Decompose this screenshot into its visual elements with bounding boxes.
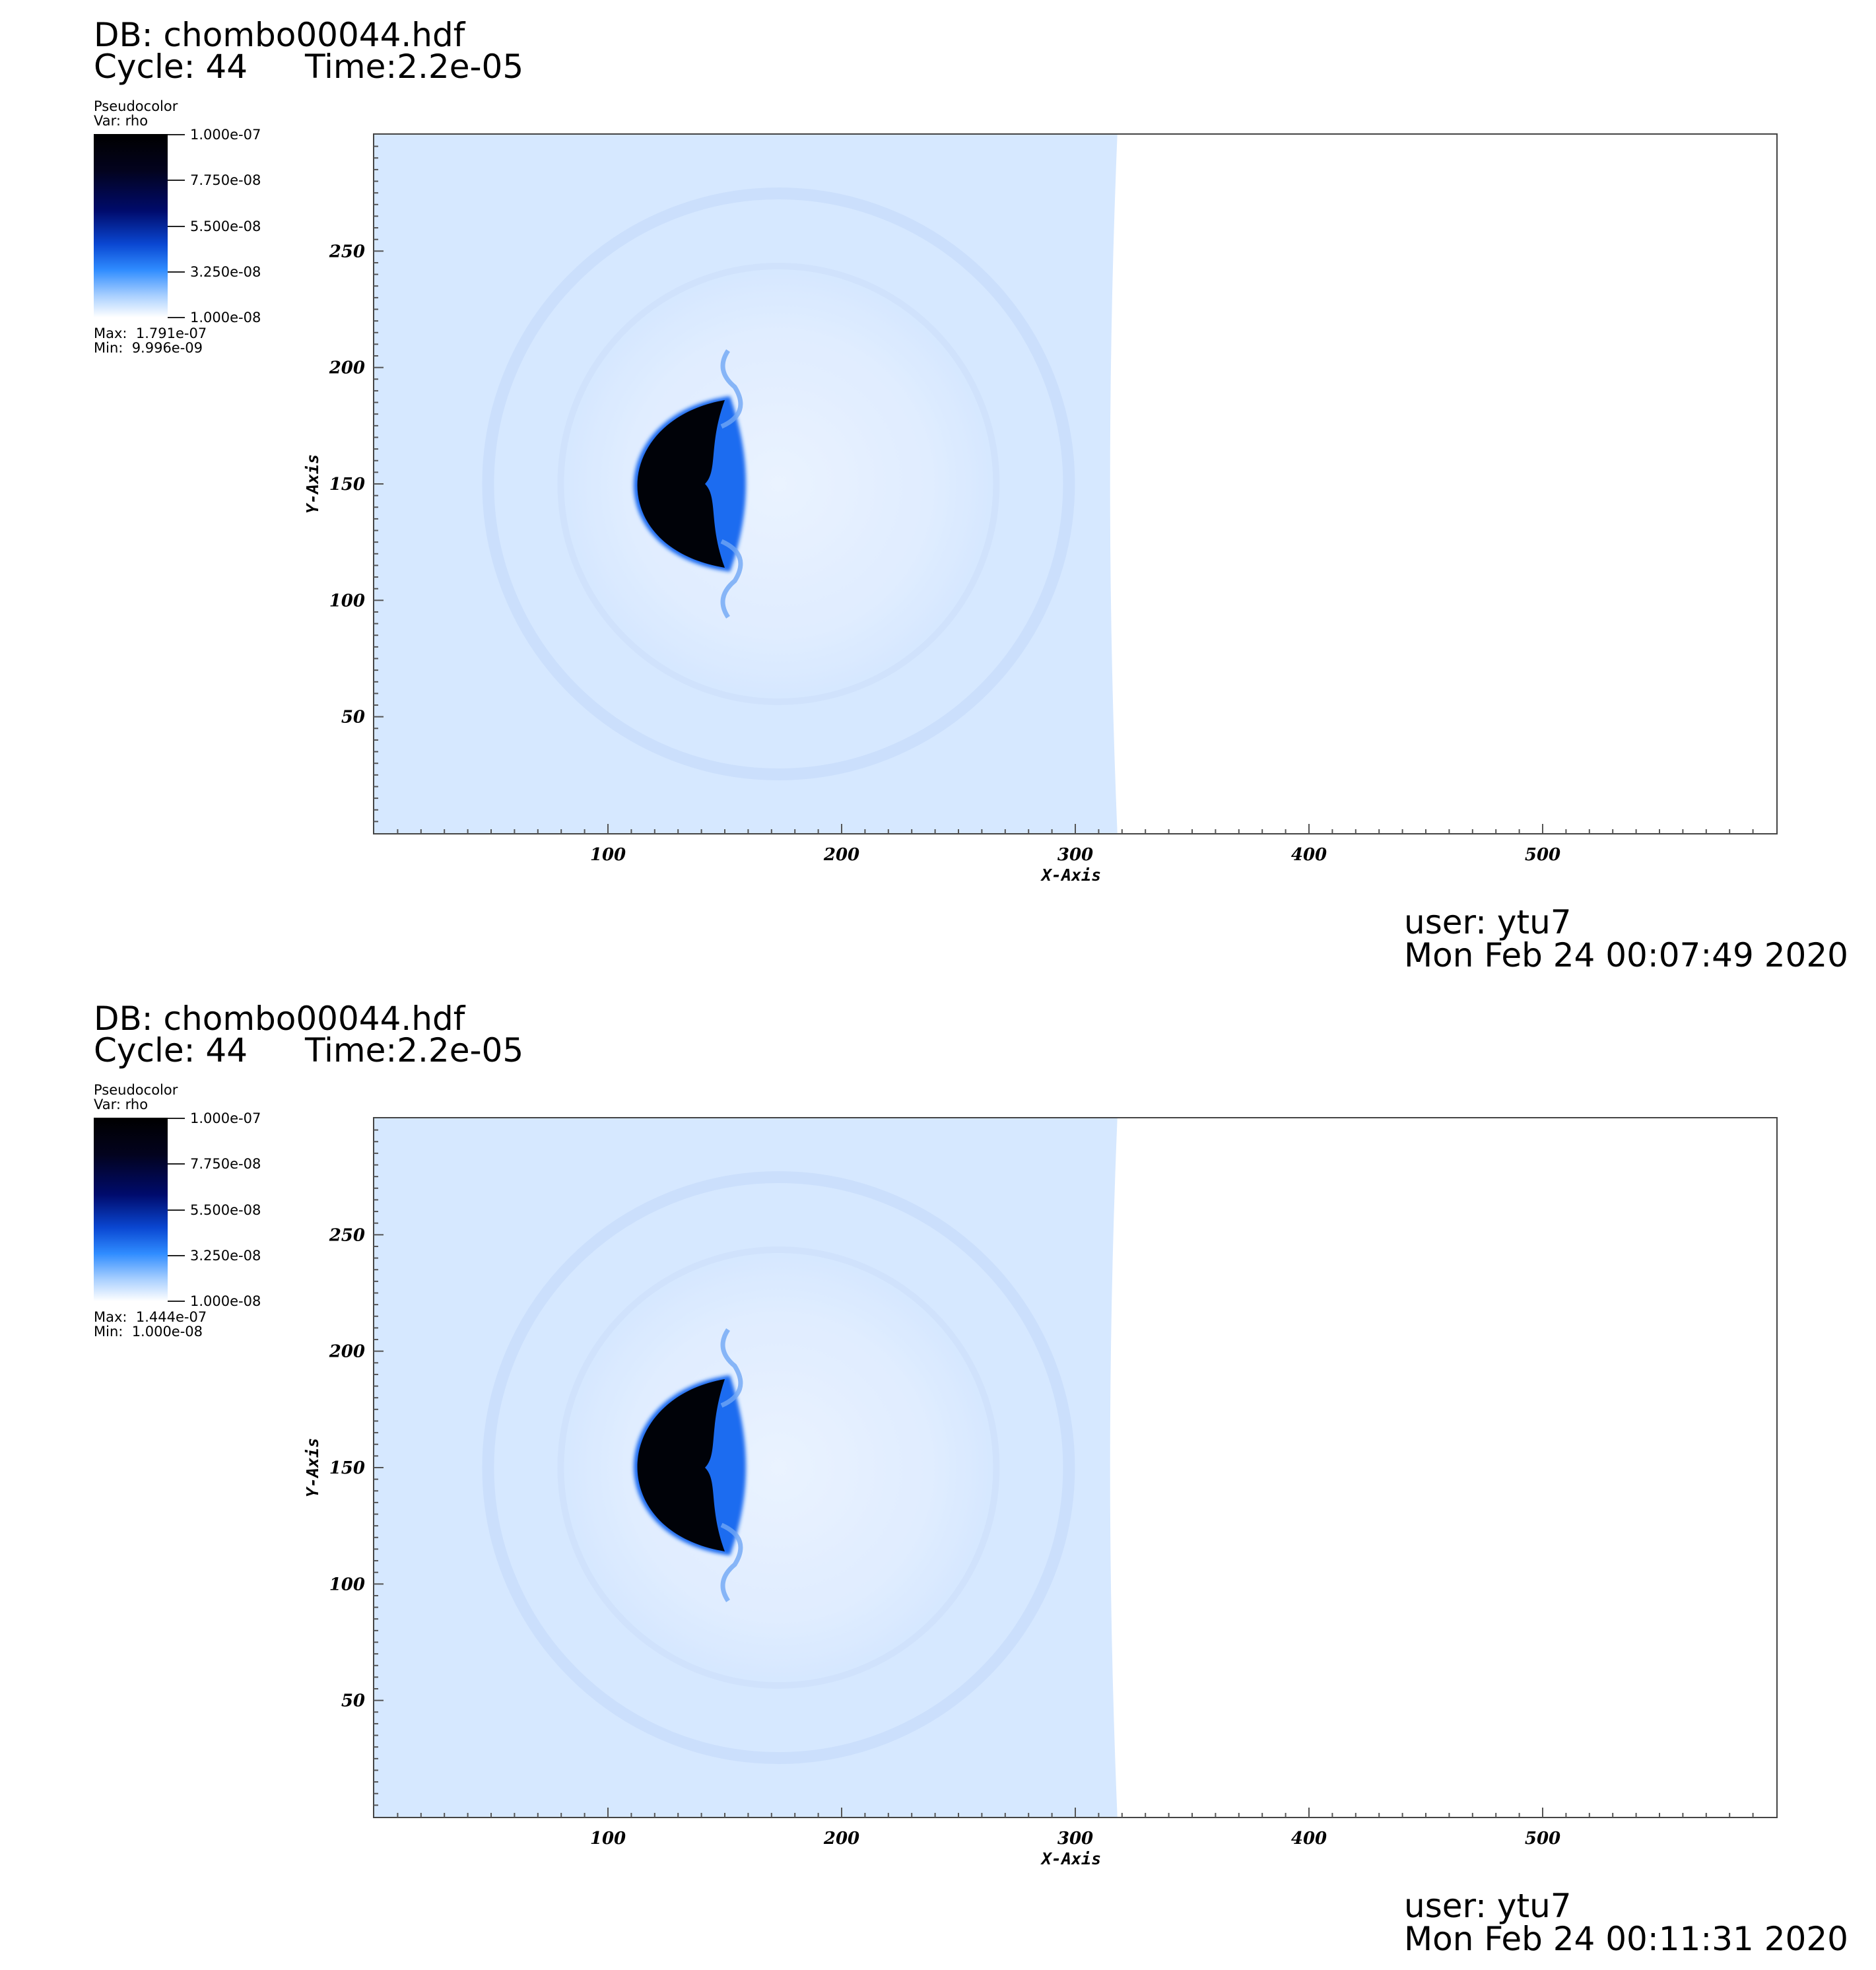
colorbar-tick bbox=[168, 134, 185, 135]
colorbar-tick-label: 1.000e-08 bbox=[190, 1293, 261, 1309]
x-axis-title: X-Axis bbox=[1040, 866, 1101, 885]
colorbar-tick-label: 1.000e-07 bbox=[190, 1110, 261, 1126]
colorbar-tick-label: 7.750e-08 bbox=[190, 1156, 261, 1172]
vortex-wisp bbox=[720, 539, 743, 619]
x-tick-label: 400 bbox=[1291, 1829, 1327, 1849]
legend-min: Min: 1.000e-08 bbox=[94, 1324, 203, 1340]
colorbar-tick bbox=[168, 1301, 185, 1302]
y-tick-label: 50 bbox=[341, 708, 365, 728]
legend-max: Max: 1.791e-07 bbox=[94, 325, 207, 341]
x-tick-label: 300 bbox=[1057, 1829, 1093, 1849]
y-tick-label: 50 bbox=[341, 1691, 365, 1711]
visit-window-bottom: DB: chombo00044.hdf Cycle: 44 Time:2.2e-… bbox=[0, 984, 1876, 1969]
axes-overlay: 100 200 300 400 500 50 100 150 200 250 X-Axis Y-Axi… bbox=[303, 1129, 1754, 1868]
x-tick-label: 400 bbox=[1291, 845, 1327, 865]
legend-variable: Var: rho bbox=[94, 1097, 149, 1112]
y-axis-title: Y-Axis bbox=[303, 1438, 322, 1497]
y-tick-label: 250 bbox=[329, 1225, 365, 1245]
colorbar-tick-label: 1.000e-07 bbox=[190, 127, 261, 143]
colorbar-tick-label: 5.500e-08 bbox=[190, 219, 261, 234]
colorbar-tick bbox=[168, 1209, 185, 1211]
colorbar-tick-label: 3.250e-08 bbox=[190, 1248, 261, 1264]
legend-variable: Var: rho bbox=[94, 113, 149, 129]
y-tick-label: 200 bbox=[329, 358, 365, 378]
vortex-wisp bbox=[720, 1522, 743, 1602]
colorbar bbox=[94, 1118, 168, 1301]
date-label: Mon Feb 24 00:11:31 2020 bbox=[1404, 1920, 1848, 1958]
date-label: Mon Feb 24 00:07:49 2020 bbox=[1404, 936, 1848, 974]
vortex-wisp bbox=[720, 349, 743, 429]
axes-overlay: 100 200 300 400 500 50 100 150 200 250 X-Axis Y-Axi… bbox=[303, 145, 1754, 885]
cycle-label: Cycle: 44 bbox=[94, 1031, 248, 1070]
shock-ring bbox=[482, 1171, 1075, 1764]
legend-title: Pseudocolor bbox=[94, 1082, 178, 1098]
user-label: user: ytu7 bbox=[1404, 903, 1572, 941]
legend-min: Min: 9.996e-09 bbox=[94, 340, 203, 356]
plot-area bbox=[373, 133, 1778, 834]
colorbar-tick bbox=[168, 180, 185, 181]
density-field bbox=[374, 135, 1118, 833]
colorbar-tick-label: 7.750e-08 bbox=[190, 172, 261, 188]
vortex-wisp bbox=[720, 1328, 743, 1408]
colorbar-tick-label: 3.250e-08 bbox=[190, 264, 261, 280]
x-tick-label: 100 bbox=[590, 1829, 626, 1849]
colorbar bbox=[94, 134, 168, 318]
density-field bbox=[374, 1118, 1118, 1817]
colorbar-tick bbox=[168, 1163, 185, 1165]
y-tick-label: 250 bbox=[329, 242, 365, 261]
time-label: Time:2.2e-05 bbox=[305, 48, 524, 86]
y-tick-label: 100 bbox=[329, 1575, 365, 1594]
database-label: DB: chombo00044.hdf bbox=[94, 16, 465, 54]
colorbar-tick bbox=[168, 271, 185, 273]
user-label: user: ytu7 bbox=[1404, 1887, 1572, 1925]
shock-ring-inner bbox=[557, 263, 1000, 705]
x-tick-label: 300 bbox=[1057, 845, 1093, 865]
colorbar-tick bbox=[168, 226, 185, 227]
x-tick-label: 200 bbox=[823, 845, 859, 865]
cycle-label: Cycle: 44 bbox=[94, 48, 248, 86]
dense-clump bbox=[637, 400, 725, 568]
y-axis-title: Y-Axis bbox=[303, 454, 322, 514]
legend-max: Max: 1.444e-07 bbox=[94, 1309, 207, 1325]
y-tick-label: 150 bbox=[329, 475, 365, 494]
x-tick-label: 200 bbox=[823, 1829, 859, 1849]
database-label: DB: chombo00044.hdf bbox=[94, 1000, 465, 1038]
y-tick-label: 150 bbox=[329, 1458, 365, 1478]
y-tick-label: 200 bbox=[329, 1342, 365, 1362]
visit-window-top: DB: chombo00044.hdf Cycle: 44 Time:2.2e-… bbox=[94, 16, 1848, 974]
time-label: Time:2.2e-05 bbox=[305, 1031, 524, 1070]
colorbar-tick bbox=[168, 1255, 185, 1256]
shock-ring bbox=[482, 187, 1075, 780]
legend-title: Pseudocolor bbox=[94, 98, 178, 114]
plot-area bbox=[373, 1117, 1778, 1818]
colorbar-tick bbox=[168, 1118, 185, 1119]
colorbar-tick-label: 5.500e-08 bbox=[190, 1202, 261, 1218]
colorbar-tick-label: 1.000e-08 bbox=[190, 310, 261, 325]
x-axis-title: X-Axis bbox=[1040, 1849, 1101, 1868]
shock-ring-inner bbox=[557, 1246, 1000, 1689]
y-tick-label: 100 bbox=[329, 591, 365, 611]
x-tick-label: 100 bbox=[590, 845, 626, 865]
dense-clump bbox=[637, 1378, 725, 1551]
x-tick-label: 500 bbox=[1525, 845, 1560, 865]
colorbar-tick bbox=[168, 317, 185, 318]
x-tick-label: 500 bbox=[1525, 1829, 1560, 1849]
